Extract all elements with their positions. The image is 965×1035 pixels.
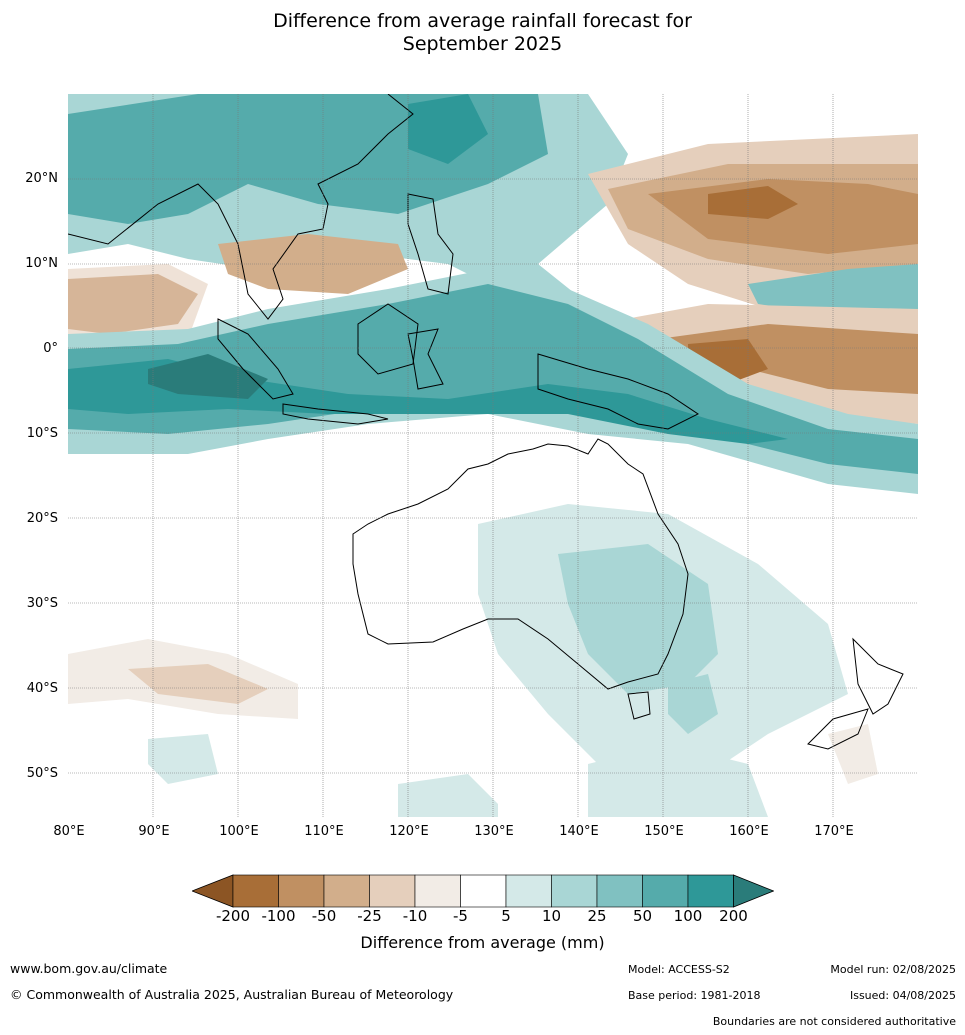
title-line-2: September 2025 [402,33,563,55]
lon-label-170e: 170°E [814,824,854,839]
colorbar-segment [460,874,507,908]
colorbar-tick-label: -100 [261,907,296,925]
colorbar-title: Difference from average (mm) [360,933,605,952]
colorbar [190,874,775,908]
lat-label-10s: 10°S [26,426,58,441]
colorbar-extend-high [733,874,775,908]
model-text: Model: ACCESS-S2 [628,963,730,976]
lon-label-140e: 140°E [559,824,599,839]
colorbar-tick-label: 50 [632,907,653,925]
contour-wet-north-100 [408,94,488,164]
contour-dry-bay-light [68,264,208,344]
new-guinea-coast [537,353,699,430]
asia-mainland-coast [68,94,414,320]
rainfall-anomaly-map [68,94,918,817]
colorbar-tick-label: -25 [357,907,382,925]
lon-label-120e: 120°E [389,824,429,839]
colorbar-tick-label: 100 [673,907,703,925]
lat-label-30s: 30°S [26,596,58,611]
colorbar-tick-label: 25 [587,907,607,925]
contour-wet-south-3 [588,744,768,817]
colorbar-segment [278,874,325,908]
lon-label-160e: 160°E [729,824,769,839]
colorbar-segment [323,874,370,908]
lon-label-110e: 110°E [304,824,344,839]
colorbar-segment [687,874,734,908]
colorbar-tick-label: 10 [541,907,562,925]
contour-dry-nz [828,724,878,784]
nz-north-coast [852,637,904,715]
contour-wet-australia-10 [558,544,718,694]
contour-dry-pacific-north-100 [708,186,798,219]
colorbar-tick-label: 200 [719,907,748,925]
sulawesi-coast [407,328,444,390]
lon-label-80e: 80°E [53,824,85,839]
lon-label-90e: 90°E [138,824,170,839]
sumatra-coast [217,318,294,400]
java-coast [282,403,389,425]
coastlines [68,94,904,750]
lat-label-10n: 10°N [25,256,58,271]
colorbar-segment [596,874,643,908]
lon-label-100e: 100°E [219,824,259,839]
colorbar-graphic [190,874,775,908]
colorbar-tick-label: -5 [453,907,468,925]
model-run-text: Model run: 02/08/2025 [830,963,956,976]
australia-coast [352,438,689,690]
colorbar-tick-label: -50 [311,907,337,925]
lat-label-20n: 20°N [25,171,58,186]
lat-label-50s: 50°S [26,766,58,781]
philippines-coast [407,193,454,295]
borneo-coast [357,303,419,375]
lon-label-150e: 150°E [644,824,684,839]
colorbar-tick-label: -200 [215,907,251,925]
colorbar-extend-low [190,874,234,908]
website-link[interactable]: www.bom.gov.au/climate [10,961,168,976]
boundaries-disclaimer: Boundaries are not considered authoritat… [712,1015,956,1028]
colorbar-segment [505,874,552,908]
lat-label-40s: 40°S [26,681,58,696]
lat-label-0: 0° [43,341,58,356]
colorbar-segment [414,874,461,908]
gridlines [68,94,918,817]
base-period-text: Base period: 1981-2018 [628,989,761,1002]
title-line-1: Difference from average rainfall forecas… [273,10,692,32]
tasmania-coast [627,691,651,720]
map-title: Difference from average rainfall forecas… [0,10,965,56]
contour-wet-tasman [668,674,718,734]
contour-dry-indochina [218,234,408,294]
contour-dry-southwest-25 [128,664,268,704]
lat-label-20s: 20°S [26,511,58,526]
copyright-text: © Commonwealth of Australia 2025, Austra… [10,987,454,1002]
contour-wet-equator-200 [148,354,268,399]
contour-wet-south-1 [148,734,218,784]
issued-text: Issued: 04/08/2025 [849,989,956,1002]
contour-wet-south-2 [398,774,498,817]
colorbar-tick-label: 5 [501,907,511,925]
colorbar-segment [369,874,416,908]
lon-label-130e: 130°E [474,824,514,839]
map-canvas [68,94,918,817]
nz-south-coast [807,708,869,750]
colorbar-tick-label: -10 [402,907,428,925]
colorbar-segment [551,874,598,908]
colorbar-segment [232,874,279,908]
colorbar-segment [642,874,689,908]
